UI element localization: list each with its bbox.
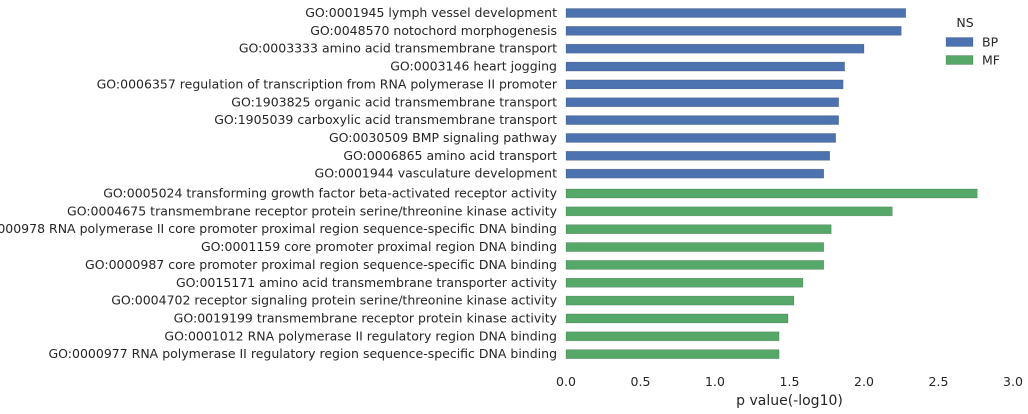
category-label: GO:0001944 vasculature development	[315, 166, 558, 181]
x-tick-label: 1.0	[705, 374, 725, 389]
bar-bp-5	[565, 97, 839, 108]
category-label: GO:0003333 amino acid transmembrane tran…	[239, 41, 557, 56]
bars-layer	[565, 8, 978, 359]
bar-mf-3	[565, 242, 825, 252]
category-label: GO:0006357 regulation of transcription f…	[97, 76, 558, 91]
bar-mf-4	[565, 260, 825, 270]
category-label: GO:0004702 receptor signaling protein se…	[111, 293, 557, 308]
category-label: GO:1903825 organic acid transmembrane tr…	[231, 94, 557, 109]
bar-bp-6	[565, 115, 839, 125]
category-label: GO:0004675 transmembrane receptor protei…	[67, 203, 558, 218]
category-label: GO:0005024 transforming growth factor be…	[103, 186, 557, 201]
legend-swatch-bp	[945, 37, 974, 47]
x-tick-label: 0.0	[556, 374, 576, 389]
bar-bp-8	[565, 151, 831, 161]
category-label: GO:1905039 carboxylic acid transmembrane…	[214, 112, 557, 127]
category-label: GO:0030509 BMP signaling pathway	[329, 130, 558, 145]
bar-mf-0	[565, 188, 978, 199]
category-label: GO:0019199 transmembrane receptor protei…	[174, 310, 558, 325]
category-label: GO:0001945 lymph vessel development	[305, 5, 557, 20]
x-tick-label: 1.5	[780, 374, 800, 389]
category-label: GO:0006865 amino acid transport	[343, 148, 557, 163]
legend: NS BP MF	[945, 15, 1000, 68]
bar-bp-4	[565, 79, 844, 90]
bar-mf-1	[565, 206, 893, 217]
x-tick-label: 3.0	[1003, 374, 1023, 389]
bar-bp-2	[565, 43, 865, 54]
x-tick-label: 2.0	[854, 374, 874, 389]
bar-bp-7	[565, 133, 836, 143]
bar-bp-3	[565, 61, 845, 72]
category-label: GO:0000977 RNA polymerase II regulatory …	[48, 346, 557, 361]
category-label: GO:0000978 RNA polymerase II core promot…	[0, 221, 557, 236]
legend-label-bp: BP	[982, 35, 999, 50]
x-tick-label: 0.5	[631, 374, 651, 389]
x-axis-ticks: 0.0 0.5 1.0 1.5 2.0 2.5 3.0	[556, 374, 1023, 389]
bar-bp-9	[565, 168, 825, 179]
bar-bp-1	[565, 26, 902, 36]
x-axis-title: p value(-log10)	[736, 393, 843, 409]
category-label: GO:0048570 notochord morphogenesis	[310, 23, 557, 38]
category-labels: GO:0001945 lymph vessel development GO:00…	[0, 5, 558, 361]
category-label: GO:0003146 heart jogging	[390, 59, 557, 74]
legend-entries: BP MF	[945, 35, 1000, 68]
bar-bp-0	[565, 8, 907, 18]
bar-mf-8	[565, 331, 780, 342]
legend-swatch-mf	[945, 55, 974, 65]
bar-mf-6	[565, 295, 795, 306]
bar-mf-7	[565, 313, 789, 324]
bar-mf-5	[565, 277, 804, 288]
category-label: GO:0000987 core promoter proximal region…	[85, 257, 557, 272]
x-tick-label: 2.5	[929, 374, 949, 389]
category-label: GO:0001159 core promoter proximal region…	[201, 239, 557, 254]
category-label: GO:0015171 amino acid transmembrane tran…	[176, 275, 558, 290]
bar-mf-9	[565, 349, 780, 359]
legend-label-mf: MF	[982, 53, 1000, 68]
bar-mf-2	[565, 224, 832, 234]
category-label: GO:0001012 RNA polymerase II regulatory …	[164, 328, 557, 343]
legend-title: NS	[956, 15, 973, 30]
